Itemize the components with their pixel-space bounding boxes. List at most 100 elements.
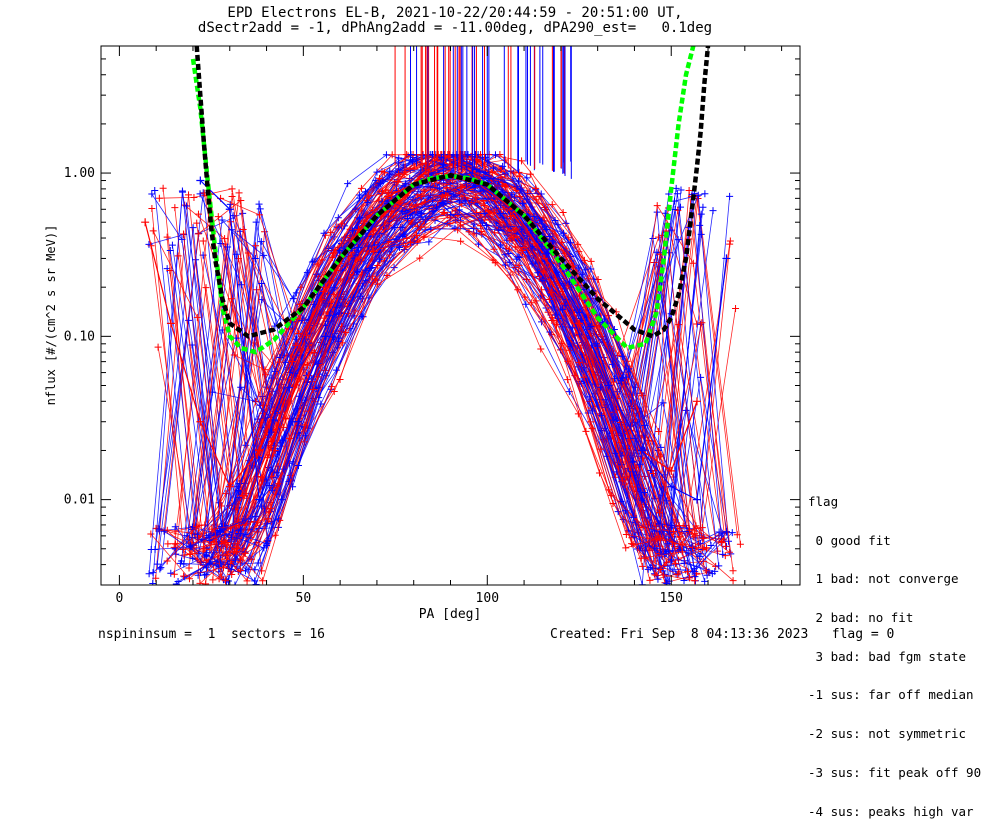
trace-point <box>185 564 193 572</box>
series-point <box>255 446 264 455</box>
trace-point <box>718 539 726 547</box>
trace-point <box>252 242 260 250</box>
series-point <box>196 417 205 426</box>
legend-item: -4 sus: peaks high var <box>808 803 974 819</box>
series-point <box>575 308 584 317</box>
trace-point <box>145 570 153 578</box>
trace-point <box>159 184 167 192</box>
trace-point <box>689 259 697 267</box>
trace-point <box>526 170 534 178</box>
trace-point <box>568 324 576 332</box>
trace-point <box>472 194 480 202</box>
trace-point <box>522 206 530 214</box>
trace-point <box>185 316 193 324</box>
trace-point <box>464 150 472 158</box>
trace-point <box>217 573 225 581</box>
trace-point <box>193 219 201 227</box>
trace-point <box>699 534 707 542</box>
trace-point <box>438 193 446 201</box>
series-point <box>166 319 175 328</box>
trace-point <box>653 202 661 210</box>
footer-spin-info: nspininsum = 1 sectors = 16 <box>98 627 325 642</box>
trace-point <box>630 513 638 521</box>
trace-point <box>628 540 636 548</box>
trace-point <box>558 339 566 347</box>
trace-point <box>233 544 241 552</box>
trace-point <box>155 194 163 202</box>
trace-point <box>216 527 224 535</box>
trace-point <box>728 529 736 537</box>
trace-point <box>237 383 245 391</box>
trace-point <box>673 190 681 198</box>
trace-point <box>562 219 570 227</box>
trace-point <box>488 169 496 177</box>
trace-point <box>189 554 197 562</box>
trace-point <box>707 541 715 549</box>
trace-point <box>352 205 360 213</box>
trace-point <box>420 233 428 241</box>
trace-point <box>260 251 268 259</box>
trace-point <box>593 342 601 350</box>
y-tick-label: 1.00 <box>64 166 95 181</box>
chart-fit-curves <box>190 46 711 355</box>
trace-point <box>477 227 485 235</box>
trace-point <box>598 411 606 419</box>
trace-point <box>470 220 478 228</box>
series-point <box>288 417 297 426</box>
trace-point <box>330 284 338 292</box>
trace-point <box>696 221 704 229</box>
trace-point <box>451 207 459 214</box>
trace-point <box>271 367 279 375</box>
background-trace <box>191 171 666 581</box>
trace-point <box>230 351 238 359</box>
trace-point <box>425 238 433 246</box>
legend-item: 3 bad: bad fgm state <box>808 648 967 664</box>
background-trace <box>158 176 696 577</box>
trace-point <box>618 477 626 485</box>
trace-point <box>574 241 582 249</box>
trace-point <box>228 185 236 193</box>
y-tick-label: 0.10 <box>64 329 95 344</box>
trace-point <box>228 570 236 578</box>
trace-point <box>699 544 707 552</box>
trace-point <box>193 523 201 531</box>
trace-point <box>668 556 676 564</box>
trace-point <box>638 562 646 570</box>
trace-point <box>518 199 526 207</box>
trace-point <box>374 261 382 269</box>
trace-point <box>401 180 409 188</box>
trace-point <box>357 184 365 192</box>
trace-point <box>400 230 408 238</box>
trace-point <box>232 547 240 555</box>
trace-point <box>199 237 207 245</box>
trace-point <box>256 205 264 213</box>
trace-point <box>597 445 605 453</box>
trace-point <box>686 526 694 534</box>
trace-point <box>194 230 202 238</box>
trace-point <box>442 184 450 192</box>
trace-point <box>663 579 671 585</box>
trace-point <box>178 557 186 565</box>
trace-point <box>457 237 465 245</box>
trace-point <box>611 449 619 457</box>
trace-point <box>661 471 669 479</box>
trace-point <box>369 248 377 256</box>
trace-point <box>699 203 707 211</box>
background-trace <box>152 179 683 559</box>
trace-point <box>491 151 499 159</box>
trace-point <box>521 293 529 301</box>
trace-point <box>395 170 403 178</box>
series-point <box>321 283 330 292</box>
trace-point <box>651 571 659 579</box>
chart-plot: 0 50 100 150 0.01 0.10 1.00 PA [deg] nflux [#/… <box>44 45 801 622</box>
trace-point <box>338 220 346 228</box>
trace-point <box>636 460 644 468</box>
trace-point <box>455 206 463 214</box>
trace-point <box>251 512 259 520</box>
trace-point <box>736 540 744 548</box>
trace-point <box>457 221 465 229</box>
trace-point <box>369 227 377 235</box>
trace-point <box>268 437 276 445</box>
series-point <box>692 397 701 406</box>
trace-point <box>308 258 316 266</box>
